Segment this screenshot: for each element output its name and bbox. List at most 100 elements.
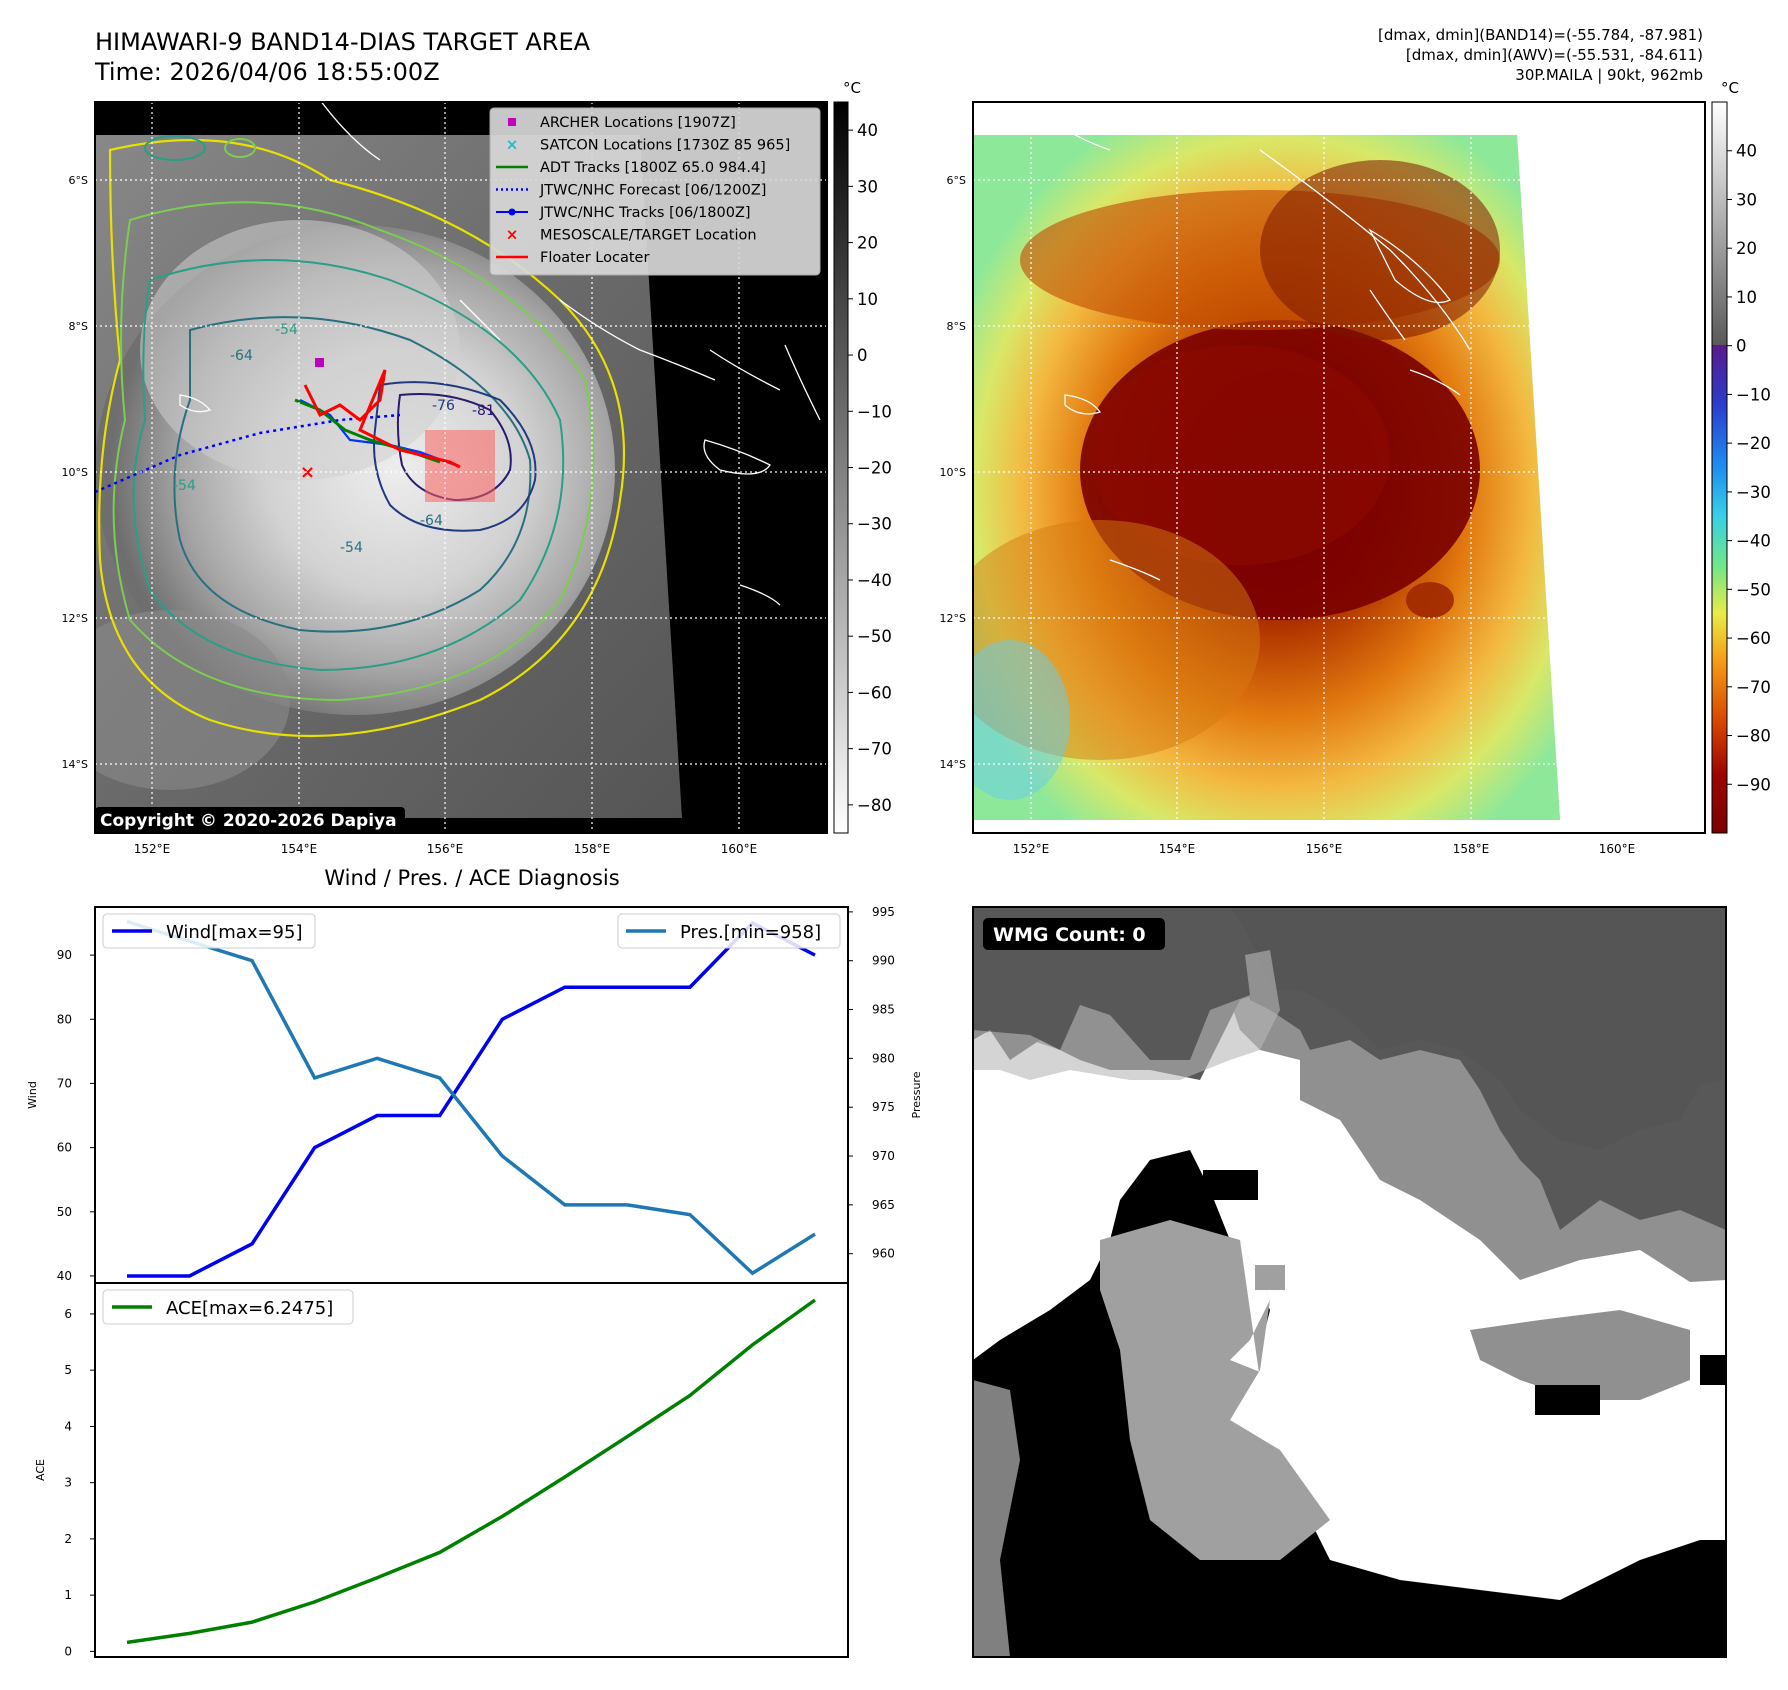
legend-marker: × — [506, 136, 519, 154]
title-line-1: HIMAWARI-9 BAND14-DIAS TARGET AREA — [95, 28, 591, 56]
legend-label: JTWC/NHC Tracks [06/1800Z] — [539, 205, 751, 221]
wind-pressure-axes — [94, 906, 849, 1284]
wmg-imagery — [973, 907, 1726, 1657]
colorbar-tick-label: −50 — [857, 627, 892, 646]
awv-lat-labels: 6°S 8°S 10°S 12°S 14°S — [940, 174, 966, 771]
ace-legend: ACE[max=6.2475] — [102, 1289, 354, 1325]
colorbar-tick-label: 30 — [1736, 190, 1757, 209]
wind-tick-label: 50 — [57, 1205, 72, 1219]
lon-label: 152°E — [1013, 842, 1050, 856]
legend-entry: Floater Locater — [496, 250, 649, 266]
contour-label: -64 — [420, 513, 443, 529]
contour-label: -54 — [173, 478, 196, 494]
coastlines — [1049, 119, 1471, 581]
ace-tick-label: 0 — [64, 1644, 72, 1658]
lon-label: 152°E — [134, 842, 171, 856]
legend-entry: × MESOSCALE/TARGET Location — [506, 226, 757, 244]
awv-lon-labels: 152°E 154°E 156°E 158°E 160°E — [1013, 842, 1636, 856]
ir-colorbar: °C 40 30 20 10 0 −10 −20 −30 −40 −50 −60 −70 −80 — [833, 79, 892, 834]
colorbar-tick-label: 40 — [857, 121, 878, 140]
colorbar-tick-label: −60 — [857, 683, 892, 702]
lat-label: 12°S — [940, 612, 966, 625]
legend-entry: ARCHER Locations [1907Z] — [508, 115, 736, 131]
lat-label: 14°S — [62, 758, 88, 771]
lon-label: 158°E — [1453, 842, 1490, 856]
legend-label: MESOSCALE/TARGET Location — [540, 228, 757, 244]
lon-label: 160°E — [721, 842, 758, 856]
ir-lon-labels: 152°E 154°E 156°E 158°E 160°E — [134, 842, 758, 856]
pressure-tick-label: 970 — [872, 1149, 895, 1163]
colorbar-unit: °C — [843, 79, 861, 97]
legend-label: ADT Tracks [1800Z 65.0 984.4] — [540, 160, 766, 176]
chart-title: Wind / Pres. / ACE Diagnosis — [324, 866, 619, 890]
coastlines — [179, 102, 821, 606]
ace-axis-label: ACE — [34, 1459, 47, 1481]
archer-marker — [315, 358, 324, 367]
info-line-3: 30P.MAILA | 90kt, 962mb — [1515, 66, 1703, 84]
legend-entry: × SATCON Locations [1730Z 85 965] — [506, 136, 791, 154]
awv-gridlines — [973, 102, 1705, 833]
colorbar-tick-label: 20 — [1736, 239, 1757, 258]
colorbar-tick-label: −10 — [857, 402, 892, 421]
legend-marker-dot — [508, 208, 516, 216]
forecast-track — [95, 413, 401, 494]
lon-label: 156°E — [1306, 842, 1343, 856]
lon-label: 158°E — [574, 842, 611, 856]
ace-tick-label: 2 — [64, 1532, 72, 1546]
awv-map-panel: 6°S 8°S 10°S 12°S 14°S 152°E 154°E 156°E… — [940, 79, 1771, 856]
contour-label: -64 — [230, 348, 253, 364]
contour-label: -54 — [340, 540, 363, 556]
colorbar-tick-label: 0 — [857, 346, 868, 365]
legend-label: JTWC/NHC Forecast [06/1200Z] — [539, 183, 766, 199]
colorbar-tick-label: −70 — [1736, 678, 1771, 697]
colorbar-tick-label: −70 — [857, 740, 892, 759]
lon-label: 160°E — [1599, 842, 1636, 856]
contour-label: -54 — [275, 322, 298, 338]
awv-colorbar: °C 40 30 20 10 0 −10 −20 −30 −40 −50 −60 −70 −80 −90 — [1711, 79, 1771, 834]
colorbar-tick-label: −60 — [1736, 629, 1771, 648]
colorbar-tick-label: 30 — [857, 177, 878, 196]
target-marker: × — [300, 462, 315, 483]
lat-label: 14°S — [940, 758, 966, 771]
ir-legend: ARCHER Locations [1907Z] × SATCON Location… — [489, 107, 821, 276]
lat-label: 6°S — [947, 174, 966, 187]
ace-tick-label: 4 — [64, 1419, 72, 1433]
wind-legend-label: Wind[max=95] — [166, 922, 303, 943]
contour-label: -76 — [432, 398, 455, 414]
colorbar-tick-label: −40 — [857, 571, 892, 590]
pressure-series-line — [126, 919, 816, 1276]
colorbar-tick-label: −90 — [1736, 775, 1771, 794]
ace-tick-label: 5 — [64, 1363, 72, 1377]
colorbar-tick-label: −10 — [1736, 385, 1771, 404]
colorbar-tick-label: 10 — [857, 290, 878, 309]
pressure-tick-label: 980 — [872, 1051, 895, 1065]
wind-tick-label: 90 — [57, 948, 72, 962]
wind-tick-label: 60 — [57, 1141, 72, 1155]
ace-axes — [94, 1282, 849, 1658]
wind-tick-label: 80 — [57, 1012, 72, 1026]
lat-label: 8°S — [947, 320, 966, 333]
wmg-panel: WMG Count: 0 — [972, 906, 1727, 1658]
wind-series-line — [127, 920, 816, 1278]
copyright: Copyright © 2020-2026 Dapiya — [100, 811, 397, 831]
lat-label: 8°S — [69, 320, 88, 333]
pressure-tick-label: 985 — [872, 1003, 895, 1017]
colorbar-tick-label: −80 — [1736, 727, 1771, 746]
pressure-legend: Pres.[min=958] — [617, 913, 841, 949]
wind-tick-label: 70 — [57, 1076, 72, 1090]
legend-label: SATCON Locations [1730Z 85 965] — [540, 138, 790, 154]
colorbar-tick-label: 0 — [1736, 337, 1747, 356]
floater-track — [303, 369, 461, 469]
colorbar-tick-label: 10 — [1736, 288, 1757, 307]
contours — [98, 135, 626, 738]
colorbar-tick-label: −40 — [1736, 532, 1771, 551]
ace-legend-label: ACE[max=6.2475] — [166, 1298, 333, 1319]
colorbar-tick-label: −30 — [1736, 483, 1771, 502]
ace-tick-label: 3 — [64, 1476, 72, 1490]
colorbar-tick-label: −50 — [1736, 580, 1771, 599]
ace-series-line — [126, 1298, 817, 1645]
info-line-2: [dmax, dmin](AWV)=(-55.531, -84.611) — [1406, 46, 1703, 64]
ir-map-panel: × -54 -54 -54 -76 -81 -64 -64 — [62, 79, 892, 856]
contour-label: -81 — [472, 403, 495, 419]
info-line-1: [dmax, dmin](BAND14)=(-55.784, -87.981) — [1378, 26, 1703, 44]
